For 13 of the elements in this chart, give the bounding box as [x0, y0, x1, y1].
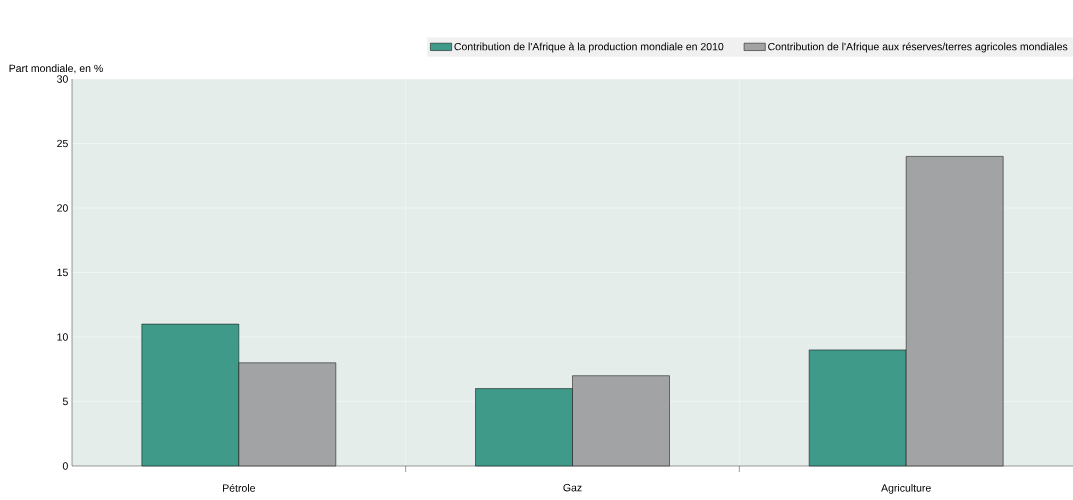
x-tick-label: Agriculture — [881, 483, 931, 494]
y-tick-label: 10 — [57, 333, 68, 341]
x-tick-label: Gaz — [563, 483, 582, 492]
x-tick-label: Pétrole — [223, 483, 255, 492]
y-tick-label: 25 — [57, 139, 68, 148]
y-axis-title: Part mondiale, en % — [9, 64, 103, 74]
legend-label: Contribution de l'Afrique aux réserves/terres agricoles mondiales — [768, 42, 1068, 53]
y-tick-label: 20 — [57, 204, 68, 212]
legend-label: Contribution de l'Afrique à la production mondiale en 2010 — [454, 42, 724, 53]
y-tick-label: 0 — [62, 462, 68, 470]
y-tick-label: 30 — [57, 75, 68, 83]
y-tick-label: 5 — [62, 397, 68, 406]
y-tick-label: 15 — [57, 268, 68, 277]
